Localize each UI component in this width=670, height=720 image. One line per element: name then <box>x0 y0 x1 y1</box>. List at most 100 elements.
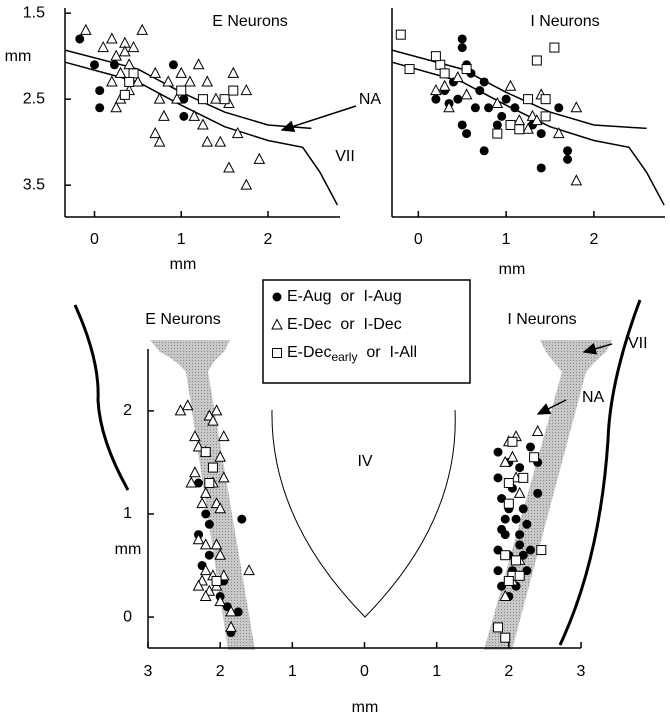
point-square <box>518 472 529 483</box>
legend-label: E-Decearly or I-All <box>287 344 417 364</box>
point-triangle <box>189 466 201 478</box>
point-circle <box>533 488 543 498</box>
x-tick-label: 0 <box>414 231 423 248</box>
point-square <box>119 89 130 100</box>
point-triangle <box>197 118 209 130</box>
point-triangle <box>199 538 212 550</box>
point-circle <box>479 77 489 87</box>
point-square <box>500 632 511 643</box>
point-circle <box>237 514 247 524</box>
point-triangle <box>171 92 183 104</box>
point-circle <box>563 154 573 164</box>
point-square <box>211 575 222 586</box>
point-triangle <box>217 430 230 442</box>
x-tick-label: 2 <box>216 663 225 680</box>
annotation: IV <box>357 453 372 470</box>
point-circle <box>457 43 467 53</box>
annotation-arrow <box>582 342 613 355</box>
point-square <box>128 68 139 79</box>
legend-text: E-Aug or I-Aug <box>287 288 402 305</box>
point-triangle <box>240 83 253 96</box>
point-circle <box>194 478 204 488</box>
point-circle <box>536 129 546 139</box>
point-triangle <box>214 502 226 514</box>
point-square <box>540 111 551 122</box>
point-circle <box>233 607 243 617</box>
legend-suffix: or I-All <box>357 344 417 361</box>
point-triangle <box>199 589 212 601</box>
point-circle <box>497 524 507 534</box>
point-square <box>430 51 441 62</box>
annotation: I Neurons <box>507 311 576 328</box>
point-triangle <box>214 450 226 462</box>
point-triangle <box>491 96 504 108</box>
point-circle <box>479 146 489 156</box>
point-triangle <box>210 92 222 104</box>
point-square <box>503 478 514 489</box>
point-square <box>200 447 211 458</box>
point-circle <box>525 545 535 555</box>
point-square <box>219 94 230 105</box>
point-triangle <box>175 66 188 78</box>
point-square <box>404 64 415 75</box>
boundary-curve <box>64 61 339 206</box>
point-triangle <box>188 109 201 121</box>
point-circle <box>525 442 535 452</box>
x-tick-label: 1 <box>177 231 186 248</box>
legend-label: E-Aug or I-Aug <box>287 288 402 305</box>
point-triangle <box>79 23 92 35</box>
point-triangle <box>531 424 544 436</box>
point-triangle <box>271 318 283 330</box>
point-triangle <box>570 174 583 186</box>
point-circle <box>475 86 485 96</box>
fourth-ventricle <box>271 409 456 618</box>
legend-subscript: early <box>331 350 357 364</box>
point-triangle <box>499 455 512 467</box>
point-triangle <box>513 486 526 498</box>
point-square <box>197 94 208 105</box>
x-axis-label: mm <box>499 261 526 278</box>
point-circle <box>500 514 510 524</box>
annotation: E Neurons <box>145 311 221 328</box>
point-triangle <box>227 66 240 78</box>
point-triangle <box>127 40 140 53</box>
point-triangle <box>106 75 118 87</box>
point-triangle <box>110 49 123 61</box>
x-tick-label: 2 <box>264 231 273 248</box>
point-square <box>514 570 525 581</box>
curve-arrow <box>280 105 357 133</box>
point-circle <box>493 566 503 576</box>
point-triangle <box>443 101 455 113</box>
brainstem-outline-left <box>73 304 130 491</box>
point-square <box>228 85 239 96</box>
point-circle <box>204 519 214 529</box>
point-circle <box>510 103 520 113</box>
point-square <box>540 94 551 105</box>
point-circle <box>515 530 525 540</box>
point-triangle <box>430 83 442 96</box>
legend-label: E-Dec or I-Dec <box>287 316 402 333</box>
point-square <box>204 478 215 489</box>
point-triangle <box>438 79 451 91</box>
point-triangle <box>192 533 205 545</box>
point-triangle <box>225 620 237 632</box>
boundary-curve <box>391 61 665 206</box>
point-triangle <box>210 538 223 550</box>
point-triangle <box>214 135 227 147</box>
point-circle <box>493 447 503 457</box>
point-triangle <box>504 79 517 91</box>
point-square <box>439 68 450 79</box>
point-triangle <box>196 497 208 509</box>
point-circle <box>168 60 178 70</box>
point-square <box>514 124 525 135</box>
point-triangle <box>149 66 162 78</box>
x-tick-label: 1 <box>288 663 297 680</box>
point-triangle <box>97 40 109 53</box>
point-circle <box>563 146 573 156</box>
point-triangle <box>210 404 223 416</box>
point-circle <box>554 103 564 113</box>
curve-label: NA <box>359 91 382 108</box>
point-square <box>176 85 187 96</box>
point-triangle <box>153 92 166 104</box>
